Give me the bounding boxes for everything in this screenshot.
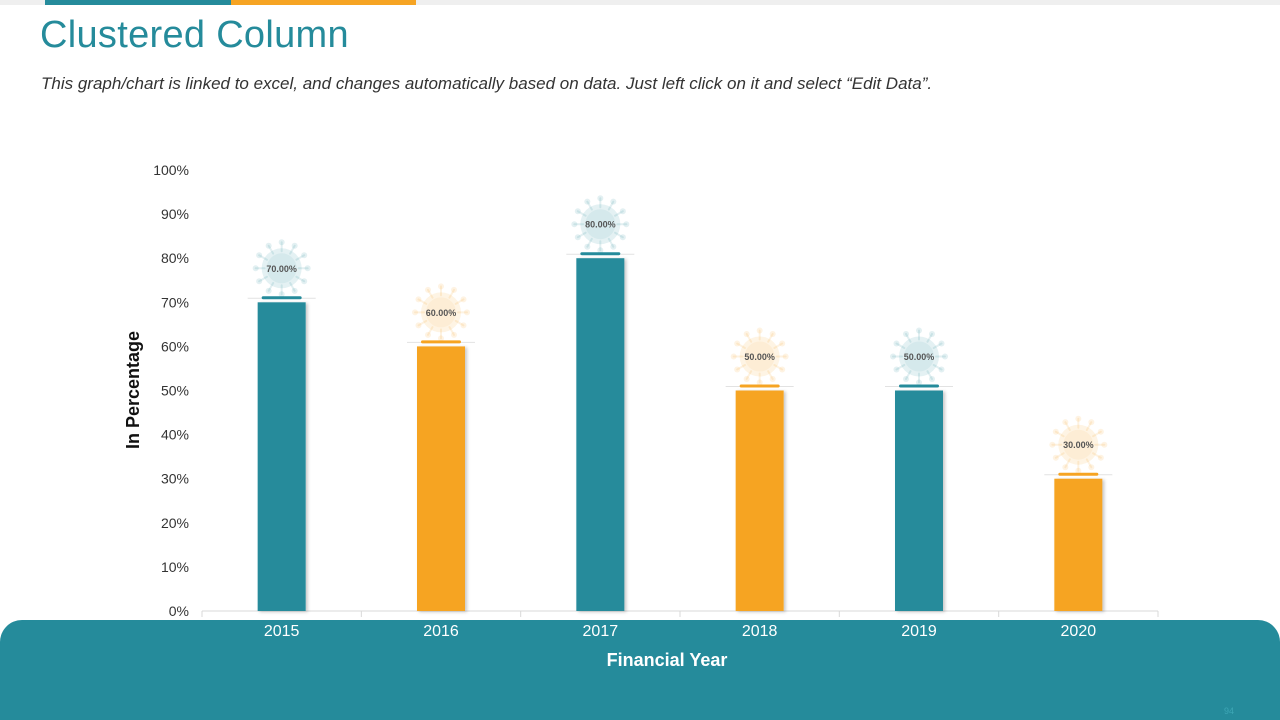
virus-icon — [252, 239, 311, 298]
x-tick-label: 2020 — [1061, 623, 1097, 640]
footer-band — [0, 620, 1280, 720]
data-label: 70.00% — [266, 264, 297, 274]
y-tick-label: 70% — [161, 294, 189, 310]
bar-cap — [1058, 472, 1099, 476]
y-tick-label: 60% — [161, 338, 189, 354]
y-axis: 0% 10% 20% 30% 40% 50% 60% 70% 80% 90% 100% — [153, 162, 189, 619]
y-tick-label: 10% — [161, 559, 189, 575]
bar-2019 — [895, 390, 943, 611]
bar-cap — [739, 384, 780, 388]
bar-cap — [580, 252, 621, 256]
virus-icon — [412, 283, 470, 342]
data-label: 50.00% — [744, 352, 775, 362]
x-tick-label: 2017 — [583, 623, 619, 640]
page-subtitle: This graph/chart is linked to excel, and… — [41, 74, 933, 93]
bar-2015 — [257, 302, 306, 611]
y-tick-label: 50% — [161, 383, 189, 399]
bar-2017 — [576, 258, 625, 611]
bar-series — [247, 252, 1113, 611]
bar-cap — [421, 340, 461, 344]
page-number: 94 — [1223, 706, 1234, 716]
x-axis-title: Financial Year — [607, 650, 728, 670]
y-axis-title: In Percentage — [123, 331, 143, 449]
y-tick-label: 90% — [161, 206, 189, 222]
y-tick-label: 100% — [153, 162, 189, 178]
top-accent-bar — [0, 0, 1280, 5]
data-label: 60.00% — [426, 308, 457, 318]
page-title: Clustered Column — [40, 14, 349, 56]
bar-2016 — [417, 346, 465, 611]
x-tick-label: 2015 — [264, 623, 300, 640]
top-accent-teal — [45, 0, 231, 5]
y-tick-label: 40% — [161, 427, 189, 443]
virus-icon — [730, 327, 789, 386]
bar-2020 — [1054, 478, 1103, 611]
y-tick-label: 30% — [161, 471, 189, 487]
x-axis: 2015 2016 2017 2018 2019 2020 — [201, 610, 1159, 640]
data-label: 80.00% — [585, 220, 616, 230]
bar-cap — [899, 384, 939, 388]
top-accent-orange — [231, 0, 416, 5]
y-tick-label: 0% — [169, 603, 189, 619]
virus-icon — [571, 195, 630, 254]
bar-2018 — [735, 390, 784, 611]
x-tick-label: 2019 — [901, 623, 937, 640]
x-tick-label: 2018 — [742, 623, 778, 640]
bar-cap — [261, 296, 302, 300]
virus-icon — [1049, 415, 1108, 474]
data-label: 30.00% — [1063, 440, 1094, 450]
x-tick-label: 2016 — [423, 623, 459, 640]
y-tick-label: 20% — [161, 515, 189, 531]
y-tick-label: 80% — [161, 250, 189, 266]
virus-icon — [890, 327, 948, 386]
data-label: 50.00% — [904, 352, 935, 362]
data-labels: 70.00% 60.00% 80.00% 50.00% 50.00% 30.00% — [252, 195, 1108, 474]
